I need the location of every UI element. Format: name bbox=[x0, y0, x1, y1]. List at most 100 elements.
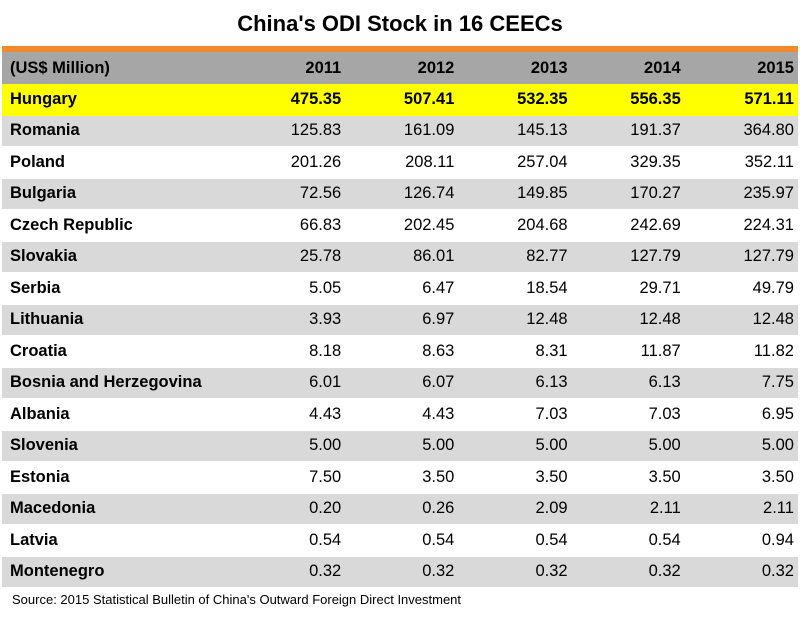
value-cell: 3.50 bbox=[535, 467, 568, 486]
country-label: Montenegro bbox=[10, 562, 105, 581]
value-cell: 5.00 bbox=[761, 436, 794, 455]
table-row: Czech Republic 66.83 202.45 204.68 242.69 224… bbox=[2, 210, 798, 242]
value-cell: 11.82 bbox=[753, 341, 794, 360]
table-row: Albania 4.43 4.43 7.03 7.03 6.95 bbox=[2, 399, 798, 431]
value-cell: 235.97 bbox=[743, 184, 794, 203]
value-cell: 5.00 bbox=[422, 436, 455, 455]
value-cell: 6.97 bbox=[422, 310, 455, 329]
value-cell: 82.77 bbox=[526, 247, 568, 266]
value-cell: 126.74 bbox=[403, 184, 455, 203]
header-year: 2014 bbox=[644, 58, 681, 77]
value-cell: 0.32 bbox=[422, 562, 455, 581]
value-cell: 7.50 bbox=[309, 467, 342, 486]
value-cell: 3.50 bbox=[648, 467, 681, 486]
country-label: Romania bbox=[10, 121, 80, 140]
value-cell: 3.93 bbox=[309, 310, 342, 329]
country-label: Croatia bbox=[10, 341, 67, 360]
country-label: Poland bbox=[10, 152, 66, 171]
value-cell: 0.94 bbox=[761, 530, 794, 549]
value-cell: 25.78 bbox=[299, 247, 342, 266]
value-cell: 6.13 bbox=[648, 373, 681, 392]
value-cell: 4.43 bbox=[422, 404, 455, 423]
value-cell: 6.95 bbox=[761, 404, 794, 423]
table-row: Slovenia 5.00 5.00 5.00 5.00 5.00 bbox=[2, 430, 798, 462]
value-cell: 12.48 bbox=[639, 310, 681, 329]
country-label: Latvia bbox=[10, 530, 58, 549]
value-cell: 7.75 bbox=[761, 373, 794, 392]
table-row: Estonia 7.50 3.50 3.50 3.50 3.50 bbox=[2, 462, 798, 494]
value-cell: 364.80 bbox=[743, 121, 794, 140]
value-cell: 11.87 bbox=[640, 341, 681, 360]
value-cell: 507.41 bbox=[403, 90, 455, 109]
value-cell: 127.79 bbox=[630, 247, 681, 266]
value-cell: 224.31 bbox=[743, 215, 794, 234]
value-cell: 0.54 bbox=[648, 530, 681, 549]
value-cell: 6.13 bbox=[535, 373, 568, 392]
table-row: Croatia 8.18 8.63 8.31 11.87 11.82 bbox=[2, 336, 798, 368]
value-cell: 204.68 bbox=[517, 215, 568, 234]
table-row: Serbia 5.05 6.47 18.54 29.71 49.79 bbox=[2, 273, 798, 305]
value-cell: 201.26 bbox=[290, 152, 342, 171]
value-cell: 202.45 bbox=[403, 215, 455, 234]
value-cell: 257.04 bbox=[517, 152, 568, 171]
title-accent-bar bbox=[2, 46, 798, 52]
value-cell: 0.54 bbox=[535, 530, 568, 549]
header-year: 2011 bbox=[305, 58, 342, 77]
value-cell: 5.05 bbox=[309, 278, 342, 297]
country-label: Slovakia bbox=[10, 247, 77, 266]
table-row: Macedonia 0.20 0.26 2.09 2.11 2.11 bbox=[2, 493, 798, 525]
value-cell: 0.32 bbox=[535, 562, 568, 581]
value-cell: 5.00 bbox=[309, 436, 342, 455]
value-cell: 191.37 bbox=[630, 121, 681, 140]
header-year: 2015 bbox=[757, 58, 794, 77]
value-cell: 66.83 bbox=[299, 215, 342, 234]
value-cell: 5.00 bbox=[535, 436, 568, 455]
value-cell: 242.69 bbox=[630, 215, 681, 234]
country-label: Czech Republic bbox=[10, 215, 133, 234]
value-cell: 5.00 bbox=[648, 436, 681, 455]
value-cell: 352.11 bbox=[744, 152, 794, 171]
source-note: Source: 2015 Statistical Bulletin of Chi… bbox=[12, 592, 462, 607]
value-cell: 0.54 bbox=[309, 530, 342, 549]
value-cell: 0.54 bbox=[422, 530, 455, 549]
value-cell: 29.71 bbox=[639, 278, 681, 297]
header-year: 2012 bbox=[417, 58, 455, 77]
table-row: Bulgaria 72.56 126.74 149.85 170.27 235.97 bbox=[2, 178, 798, 210]
value-cell: 3.50 bbox=[761, 467, 794, 486]
value-cell: 2.11 bbox=[649, 499, 681, 518]
value-cell: 12.48 bbox=[526, 310, 568, 329]
value-cell: 0.20 bbox=[309, 499, 342, 518]
country-label: Macedonia bbox=[10, 499, 96, 518]
value-cell: 6.07 bbox=[422, 373, 455, 392]
value-cell: 72.56 bbox=[299, 184, 342, 203]
table-row: Bosnia and Herzegovina 6.01 6.07 6.13 6.13 7.… bbox=[2, 367, 798, 399]
value-cell: 3.50 bbox=[422, 467, 455, 486]
value-cell: 6.47 bbox=[422, 278, 455, 297]
chart-title: China's ODI Stock in 16 CEECs bbox=[237, 11, 563, 36]
value-cell: 8.63 bbox=[422, 341, 455, 360]
value-cell: 0.26 bbox=[422, 499, 455, 518]
value-cell: 18.54 bbox=[526, 278, 568, 297]
odi-table: (US$ Million) 2011 2012 2013 2014 2015 H… bbox=[2, 52, 798, 588]
value-cell: 2.09 bbox=[535, 499, 568, 518]
value-cell: 127.79 bbox=[743, 247, 794, 266]
country-label: Slovenia bbox=[10, 436, 78, 455]
value-cell: 125.83 bbox=[290, 121, 342, 140]
value-cell: 86.01 bbox=[413, 247, 455, 266]
table-row: Romania 125.83 161.09 145.13 191.37 364.80 bbox=[2, 115, 798, 147]
value-cell: 170.27 bbox=[630, 184, 681, 203]
table-row: Poland 201.26 208.11 257.04 329.35 352.11 bbox=[2, 147, 798, 179]
table-row: Slovakia 25.78 86.01 82.77 127.79 127.79 bbox=[2, 241, 798, 273]
value-cell: 49.79 bbox=[752, 278, 794, 297]
table-row-highlighted: Hungary 475.35 507.41 532.35 556.35 571.11 bbox=[2, 84, 798, 116]
country-label: Bulgaria bbox=[10, 184, 77, 203]
country-label: Albania bbox=[10, 404, 70, 423]
value-cell: 7.03 bbox=[535, 404, 568, 423]
value-cell: 556.35 bbox=[630, 90, 681, 109]
country-label: Bosnia and Herzegovina bbox=[10, 373, 202, 392]
value-cell: 161.09 bbox=[403, 121, 455, 140]
table-body: Hungary 475.35 507.41 532.35 556.35 571.11 Rom… bbox=[2, 84, 798, 588]
country-label: Hungary bbox=[10, 90, 77, 109]
header-unit: (US$ Million) bbox=[10, 58, 110, 77]
value-cell: 475.35 bbox=[290, 90, 342, 109]
